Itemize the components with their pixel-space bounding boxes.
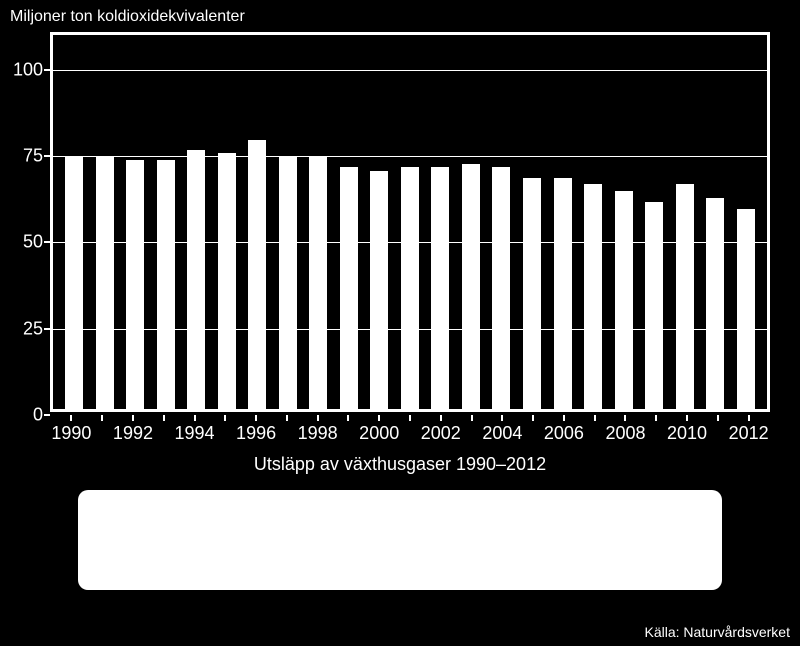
x-tick-mark <box>563 415 565 421</box>
x-tick-mark <box>594 415 596 421</box>
bar <box>584 184 602 409</box>
caption-box <box>78 490 722 590</box>
x-tick-mark <box>471 415 473 421</box>
bar <box>676 184 694 409</box>
x-tick-mark <box>286 415 288 421</box>
bar <box>615 191 633 409</box>
bar <box>737 209 755 409</box>
bars-container <box>53 35 767 409</box>
x-tick-mark <box>717 415 719 421</box>
x-tick-label: 2010 <box>667 423 707 444</box>
x-tick-mark <box>501 415 503 421</box>
gridline <box>53 70 767 71</box>
bar <box>279 157 297 409</box>
x-tick-mark <box>317 415 319 421</box>
bar <box>492 167 510 409</box>
source-label: Källa: Naturvårdsverket <box>644 624 790 640</box>
x-tick-mark <box>686 415 688 421</box>
x-tick-label: 1992 <box>113 423 153 444</box>
x-tick-label: 1994 <box>174 423 214 444</box>
bar <box>340 167 358 409</box>
x-tick-mark <box>163 415 165 421</box>
bar <box>401 167 419 409</box>
x-tick-label: 2012 <box>729 423 769 444</box>
bar <box>218 153 236 409</box>
bar <box>462 164 480 409</box>
gridline <box>53 242 767 243</box>
x-tick-mark <box>255 415 257 421</box>
x-axis-title: Utsläpp av växthusgaser 1990–2012 <box>0 454 800 475</box>
x-tick-mark <box>194 415 196 421</box>
y-tick-label: 0 <box>33 405 43 426</box>
chart-canvas: Miljoner ton koldioxidekvivalenter 02550… <box>0 0 800 646</box>
bar <box>157 160 175 409</box>
x-tick-label: 2002 <box>421 423 461 444</box>
x-tick-label: 1998 <box>298 423 338 444</box>
x-tick-mark <box>655 415 657 421</box>
x-tick-mark <box>748 415 750 421</box>
bar <box>126 160 144 409</box>
x-tick-mark <box>347 415 349 421</box>
y-tick-label: 100 <box>13 59 43 80</box>
bar <box>523 178 541 409</box>
x-tick-mark <box>378 415 380 421</box>
y-axis-title: Miljoner ton koldioxidekvivalenter <box>10 8 245 26</box>
x-tick-label: 2006 <box>544 423 584 444</box>
x-tick-mark <box>101 415 103 421</box>
gridline <box>53 156 767 157</box>
y-tick-mark <box>44 155 50 157</box>
y-tick-label: 25 <box>23 318 43 339</box>
x-tick-mark <box>624 415 626 421</box>
x-tick-mark <box>224 415 226 421</box>
x-tick-mark <box>70 415 72 421</box>
bar <box>370 171 388 409</box>
x-tick-mark <box>532 415 534 421</box>
x-tick-mark <box>409 415 411 421</box>
y-tick-mark <box>44 328 50 330</box>
bar <box>309 157 327 409</box>
bar <box>96 157 114 409</box>
x-tick-label: 2004 <box>482 423 522 444</box>
bar <box>554 178 572 409</box>
x-tick-mark <box>132 415 134 421</box>
x-tick-label: 2000 <box>359 423 399 444</box>
y-tick-label: 75 <box>23 145 43 166</box>
bar <box>706 198 724 409</box>
plot-area: 0255075100 <box>50 32 770 412</box>
bar <box>65 157 83 409</box>
bar <box>187 150 205 409</box>
x-tick-label: 1990 <box>51 423 91 444</box>
y-tick-mark <box>44 69 50 71</box>
x-axis-ticks: 1990 1992 1994 1996 1998 2000 2002 2004 2006 2008… <box>50 415 770 445</box>
bar <box>645 202 663 409</box>
gridline <box>53 329 767 330</box>
bar <box>248 140 266 409</box>
y-tick-mark <box>44 241 50 243</box>
bar <box>431 167 449 409</box>
y-tick-label: 50 <box>23 232 43 253</box>
x-tick-label: 2008 <box>605 423 645 444</box>
x-tick-mark <box>440 415 442 421</box>
x-tick-label: 1996 <box>236 423 276 444</box>
